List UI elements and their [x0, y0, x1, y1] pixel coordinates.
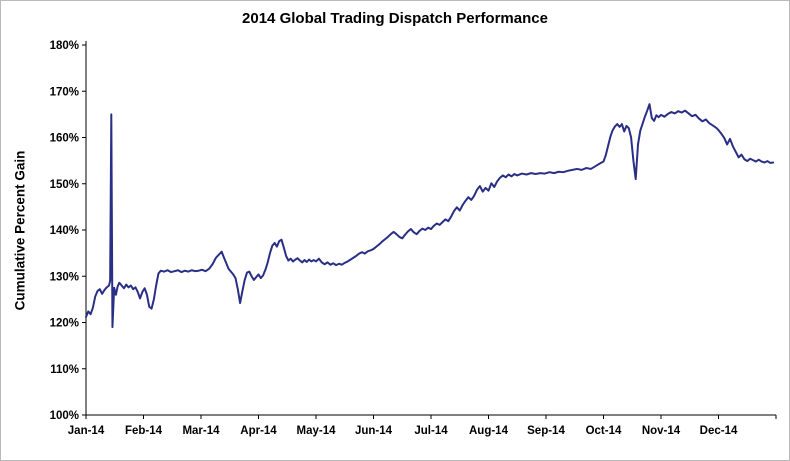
y-tick-label: 160%: [50, 133, 79, 145]
x-tick-label: Sep-14: [527, 425, 565, 437]
x-tick-label: Feb-14: [125, 425, 163, 437]
y-tick-label: 120%: [50, 318, 79, 330]
performance-line-series: [85, 103, 775, 329]
x-tick-label: Jun-14: [355, 425, 393, 437]
chart-title: 2014 Global Trading Dispatch Performance: [242, 10, 548, 27]
x-tick-label: Dec-14: [700, 425, 738, 437]
x-tick-label: Apr-14: [240, 425, 277, 437]
x-tick-label: Aug-14: [469, 425, 509, 437]
y-tick-label: 150%: [50, 179, 79, 191]
x-tick-label: Oct-14: [586, 425, 622, 437]
x-tick-label: Mar-14: [182, 425, 220, 437]
y-tick-label: 100%: [50, 410, 79, 422]
x-tick-label: Nov-14: [642, 425, 681, 437]
y-tick-label: 110%: [50, 364, 79, 376]
x-tick-label: Jan-14: [68, 425, 105, 437]
y-tick-label: 140%: [50, 225, 79, 237]
y-tick-label: 130%: [50, 271, 79, 283]
x-tick-label: Jul-14: [414, 425, 448, 437]
x-tick-label: May-14: [297, 425, 337, 437]
y-tick-label: 180%: [50, 40, 79, 52]
y-tick-label: 170%: [50, 86, 79, 98]
